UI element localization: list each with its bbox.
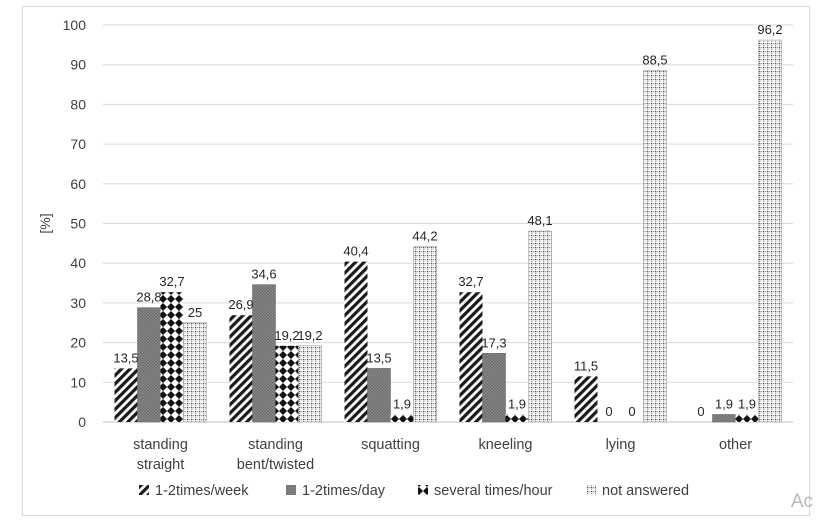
x-category-label: standing xyxy=(248,437,303,453)
data-label: 11,5 xyxy=(574,358,598,373)
data-label: 0 xyxy=(697,404,704,419)
data-label: 88,5 xyxy=(642,53,667,68)
legend-label: 1-2times/week xyxy=(155,483,249,499)
x-category-label: kneeling xyxy=(478,437,532,453)
bar-grid xyxy=(528,230,552,423)
legend-swatch xyxy=(418,485,428,495)
bar-grid xyxy=(298,345,322,423)
y-tick-label: 100 xyxy=(63,17,87,33)
bar-diamond xyxy=(160,292,184,422)
y-tick-label: 80 xyxy=(70,96,86,112)
data-label: 44,2 xyxy=(412,229,437,244)
bar-grid xyxy=(413,246,437,423)
data-labels: 13,528,832,72526,934,619,219,240,413,51,… xyxy=(113,22,782,419)
legend-swatch xyxy=(586,485,596,495)
data-label: 96,2 xyxy=(757,22,782,37)
y-tick-label: 70 xyxy=(70,136,86,152)
data-label: 13,5 xyxy=(113,350,138,365)
bar-diamond xyxy=(275,345,299,422)
corner-text: Ac xyxy=(790,491,813,512)
bar-grey xyxy=(712,414,736,423)
x-category-label: squatting xyxy=(361,437,420,453)
data-label: 19,2 xyxy=(297,328,322,343)
data-label: 32,7 xyxy=(159,274,184,289)
x-category-label: straight xyxy=(137,457,185,473)
bar-grid xyxy=(643,70,667,423)
x-category-label: other xyxy=(719,437,752,453)
bar-diagonal xyxy=(229,315,253,422)
data-label: 26,9 xyxy=(228,297,253,312)
y-tick-label: 40 xyxy=(70,255,86,271)
y-tick-label: 90 xyxy=(70,57,86,73)
bar-diagonal xyxy=(344,261,368,422)
data-label: 13,5 xyxy=(366,350,391,365)
y-tick-label: 50 xyxy=(70,216,86,232)
data-label: 17,3 xyxy=(481,335,506,350)
data-label: 32,7 xyxy=(458,274,483,289)
bar-grey xyxy=(482,353,506,423)
gridlines xyxy=(103,24,793,423)
data-label: 0 xyxy=(628,404,635,419)
data-label: 0 xyxy=(605,404,612,419)
bar-diamond xyxy=(390,414,414,422)
data-label: 40,4 xyxy=(343,244,368,259)
y-tick-label: 30 xyxy=(70,295,86,311)
data-label: 1,9 xyxy=(393,396,411,411)
data-label: 1,9 xyxy=(715,396,733,411)
legend-swatch xyxy=(286,485,296,495)
y-axis-title: [%] xyxy=(37,213,53,233)
bar-grey xyxy=(137,307,161,423)
bar-grid xyxy=(183,322,207,423)
y-tick-label: 0 xyxy=(78,414,86,430)
y-tick-label: 20 xyxy=(70,335,86,351)
bar-diagonal xyxy=(114,368,138,422)
y-tick-label: 60 xyxy=(70,176,86,192)
x-category-label: bent/twisted xyxy=(237,457,314,473)
data-label: 19,2 xyxy=(274,328,299,343)
bar-diamond xyxy=(735,414,759,422)
legend-label: not answered xyxy=(602,483,689,499)
bars xyxy=(114,39,782,423)
y-tick-label: 10 xyxy=(70,374,86,390)
x-category-label: standing xyxy=(133,437,188,453)
bar-grey xyxy=(367,368,391,423)
data-label: 28,8 xyxy=(136,290,161,305)
data-label: 1,9 xyxy=(508,396,526,411)
x-axis-categories: standing straight standing bent/twisted squa… xyxy=(133,437,752,473)
legend: 1-2times/week 1-2times/day several times/h… xyxy=(139,483,689,499)
y-axis-ticks: 0 10 20 30 40 50 60 70 80 90 100 xyxy=(63,17,87,430)
data-label: 25 xyxy=(188,305,202,320)
bar-diagonal xyxy=(574,376,598,422)
chart-frame: 0 10 20 30 40 50 60 70 80 90 100 [%] 13,5 28,8 32,7 2… xyxy=(22,6,813,516)
bar-diagonal xyxy=(459,292,483,422)
bar-diamond xyxy=(505,414,529,422)
data-label: 1,9 xyxy=(738,396,756,411)
data-label: 48,1 xyxy=(527,213,552,228)
legend-label: several times/hour xyxy=(434,483,553,499)
legend-label: 1-2times/day xyxy=(302,483,386,499)
bar-grid xyxy=(758,39,782,423)
bar-grey xyxy=(252,284,276,423)
data-label: 34,6 xyxy=(251,267,276,282)
x-category-label: lying xyxy=(606,437,636,453)
legend-swatch xyxy=(139,485,149,495)
